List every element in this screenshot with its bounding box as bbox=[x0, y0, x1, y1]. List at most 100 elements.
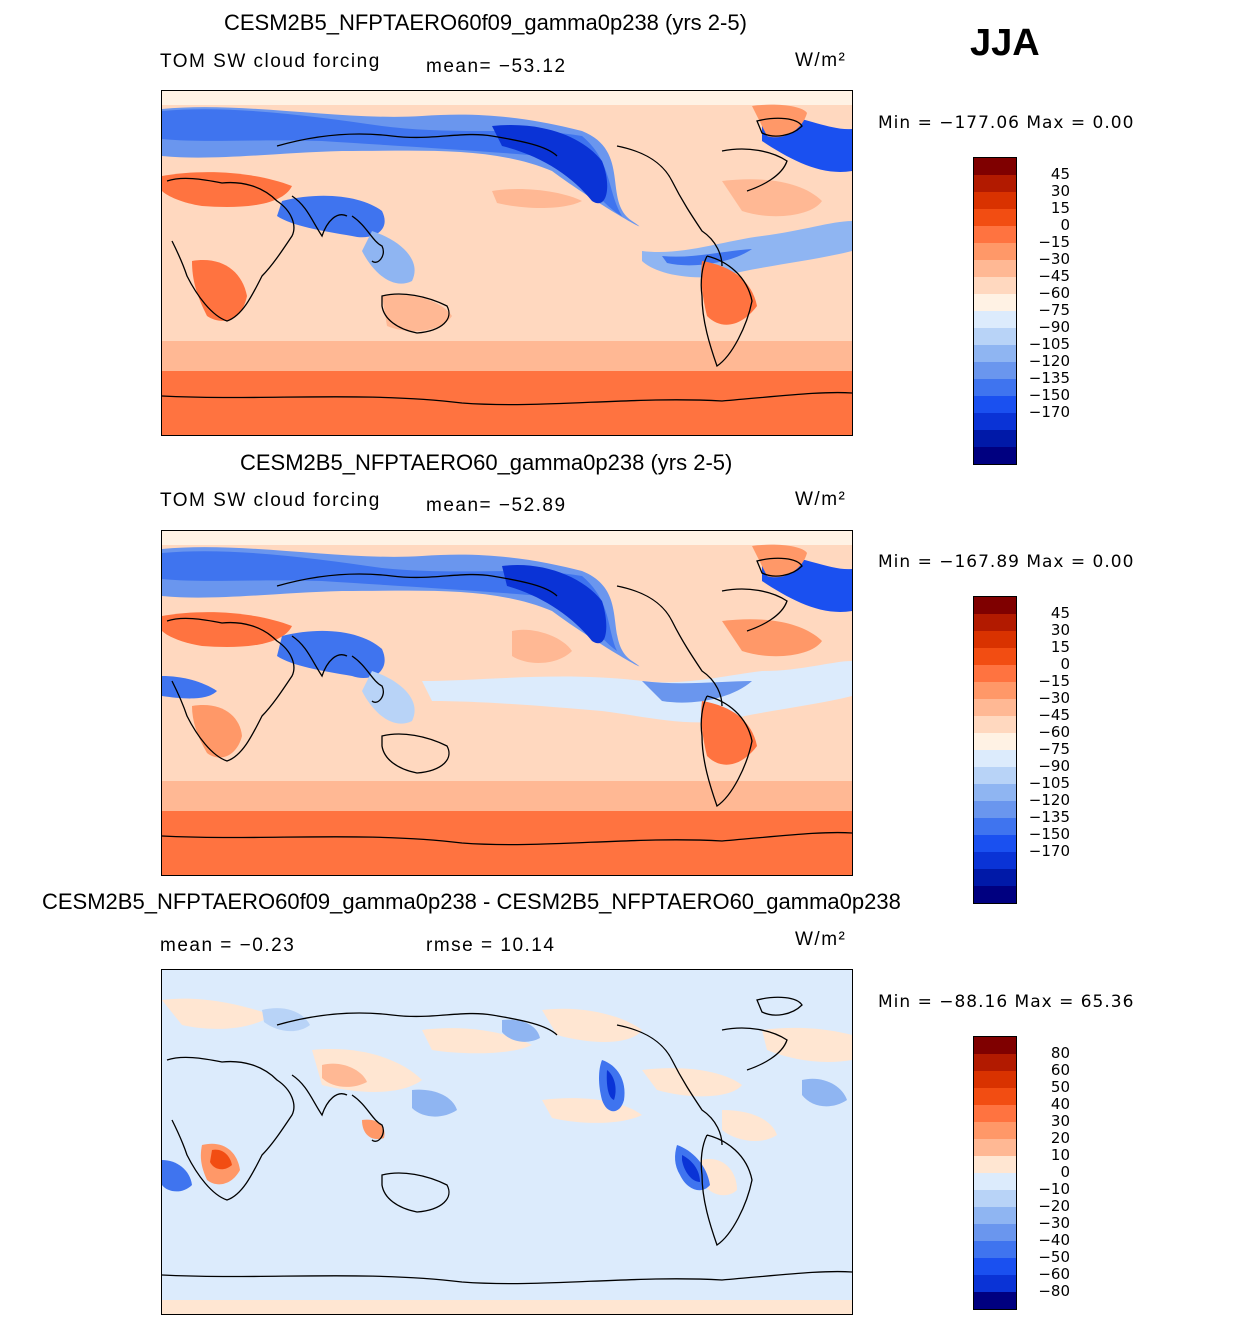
panel3-minmax: Min = −88.16 Max = 65.36 bbox=[878, 992, 1135, 1012]
colorbar-segment bbox=[974, 1190, 1016, 1207]
panel3-colorbar-labels: 80 60 50 40 30 20 10 0 −10 −20 −30 −40 −50 −60 −80 bbox=[1026, 1045, 1070, 1300]
colorbar-segment bbox=[974, 311, 1016, 328]
colorbar-tick-label: −105 bbox=[1028, 774, 1070, 792]
colorbar-tick-label: −30 bbox=[1038, 250, 1070, 268]
colorbar-tick-label: −170 bbox=[1028, 842, 1070, 860]
colorbar-tick-label: −60 bbox=[1038, 723, 1070, 741]
colorbar-segment bbox=[974, 328, 1016, 345]
colorbar-tick-label: 80 bbox=[1050, 1044, 1070, 1062]
colorbar-tick-label: −75 bbox=[1038, 740, 1070, 758]
colorbar-segment bbox=[974, 614, 1016, 631]
colorbar-segment bbox=[974, 1122, 1016, 1139]
colorbar-segment bbox=[974, 379, 1016, 396]
colorbar-tick-label: −150 bbox=[1028, 825, 1070, 843]
colorbar-tick-label: 0 bbox=[1060, 216, 1070, 234]
colorbar-tick-label: −45 bbox=[1038, 267, 1070, 285]
colorbar-segment bbox=[974, 277, 1016, 294]
colorbar-segment bbox=[974, 597, 1016, 614]
colorbar-tick-label: −40 bbox=[1038, 1231, 1070, 1249]
colorbar-segment bbox=[974, 396, 1016, 413]
colorbar-segment bbox=[974, 665, 1016, 682]
colorbar-segment bbox=[974, 1105, 1016, 1122]
colorbar-segment bbox=[974, 733, 1016, 750]
colorbar-segment bbox=[974, 869, 1016, 886]
colorbar-segment bbox=[974, 767, 1016, 784]
colorbar-tick-label: −15 bbox=[1038, 233, 1070, 251]
colorbar-tick-label: 50 bbox=[1050, 1078, 1070, 1096]
colorbar-segment bbox=[974, 1275, 1016, 1292]
colorbar-segment bbox=[974, 362, 1016, 379]
colorbar-tick-label: −15 bbox=[1038, 672, 1070, 690]
colorbar-tick-label: −90 bbox=[1038, 757, 1070, 775]
colorbar-segment bbox=[974, 1173, 1016, 1190]
colorbar-tick-label: −50 bbox=[1038, 1248, 1070, 1266]
colorbar-tick-label: 30 bbox=[1050, 621, 1070, 639]
colorbar-segment bbox=[974, 852, 1016, 869]
colorbar-segment bbox=[974, 1156, 1016, 1173]
colorbar-tick-label: −135 bbox=[1028, 808, 1070, 826]
colorbar-tick-label: −20 bbox=[1038, 1197, 1070, 1215]
colorbar-tick-label: −150 bbox=[1028, 386, 1070, 404]
panel3-units: W/m² bbox=[795, 929, 847, 950]
panel1-colorbar bbox=[973, 157, 1017, 465]
colorbar-segment bbox=[974, 1071, 1016, 1088]
colorbar-tick-label: 0 bbox=[1060, 655, 1070, 673]
colorbar-segment bbox=[974, 192, 1016, 209]
panel2-minmax: Min = −167.89 Max = 0.00 bbox=[878, 552, 1135, 572]
panel1-field-label: TOM SW cloud forcing bbox=[160, 51, 381, 72]
panel2-units: W/m² bbox=[795, 489, 847, 510]
colorbar-segment bbox=[974, 1054, 1016, 1071]
panel1-map bbox=[161, 90, 853, 436]
colorbar-tick-label: 30 bbox=[1050, 1112, 1070, 1130]
colorbar-segment bbox=[974, 447, 1016, 464]
panel2-title: CESM2B5_NFPTAERO60_gamma0p238 (yrs 2-5) bbox=[240, 450, 733, 475]
colorbar-tick-label: 60 bbox=[1050, 1061, 1070, 1079]
colorbar-segment bbox=[974, 648, 1016, 665]
colorbar-tick-label: −135 bbox=[1028, 369, 1070, 387]
colorbar-segment bbox=[974, 1139, 1016, 1156]
panel3-map bbox=[161, 969, 853, 1315]
panel2-field-label: TOM SW cloud forcing bbox=[160, 490, 381, 511]
panel3-rmse: rmse = 10.14 bbox=[426, 935, 556, 956]
colorbar-segment bbox=[974, 682, 1016, 699]
panel2-colorbar bbox=[973, 596, 1017, 904]
colorbar-segment bbox=[974, 226, 1016, 243]
colorbar-segment bbox=[974, 1037, 1016, 1054]
colorbar-segment bbox=[974, 1292, 1016, 1309]
colorbar-tick-label: −60 bbox=[1038, 284, 1070, 302]
colorbar-tick-label: 15 bbox=[1050, 638, 1070, 656]
colorbar-segment bbox=[974, 835, 1016, 852]
colorbar-tick-label: 10 bbox=[1050, 1146, 1070, 1164]
colorbar-tick-label: −120 bbox=[1028, 352, 1070, 370]
colorbar-tick-label: 20 bbox=[1050, 1129, 1070, 1147]
colorbar-tick-label: −30 bbox=[1038, 1214, 1070, 1232]
colorbar-segment bbox=[974, 699, 1016, 716]
panel3-mean: mean = −0.23 bbox=[160, 935, 296, 956]
colorbar-segment bbox=[974, 1088, 1016, 1105]
colorbar-segment bbox=[974, 413, 1016, 430]
colorbar-tick-label: −170 bbox=[1028, 403, 1070, 421]
panel1-units: W/m² bbox=[795, 50, 847, 71]
colorbar-tick-label: 15 bbox=[1050, 199, 1070, 217]
colorbar-segment bbox=[974, 430, 1016, 447]
colorbar-segment bbox=[974, 784, 1016, 801]
colorbar-segment bbox=[974, 716, 1016, 733]
colorbar-tick-label: 45 bbox=[1050, 165, 1070, 183]
colorbar-tick-label: −45 bbox=[1038, 706, 1070, 724]
colorbar-tick-label: −80 bbox=[1038, 1282, 1070, 1300]
colorbar-segment bbox=[974, 1224, 1016, 1241]
panel1-title: CESM2B5_NFPTAERO60f09_gamma0p238 (yrs 2-… bbox=[224, 10, 747, 35]
colorbar-segment bbox=[974, 209, 1016, 226]
colorbar-segment bbox=[974, 243, 1016, 260]
colorbar-tick-label: −75 bbox=[1038, 301, 1070, 319]
colorbar-segment bbox=[974, 1258, 1016, 1275]
colorbar-tick-label: 45 bbox=[1050, 604, 1070, 622]
panel2-map bbox=[161, 530, 853, 876]
panel2-colorbar-labels: 45 30 15 0 −15 −30 −45 −60 −75 −90 −105 −120 −135 −15… bbox=[1026, 605, 1070, 860]
colorbar-tick-label: −10 bbox=[1038, 1180, 1070, 1198]
colorbar-segment bbox=[974, 260, 1016, 277]
colorbar-segment bbox=[974, 345, 1016, 362]
colorbar-segment bbox=[974, 1207, 1016, 1224]
colorbar-tick-label: −105 bbox=[1028, 335, 1070, 353]
colorbar-segment bbox=[974, 631, 1016, 648]
